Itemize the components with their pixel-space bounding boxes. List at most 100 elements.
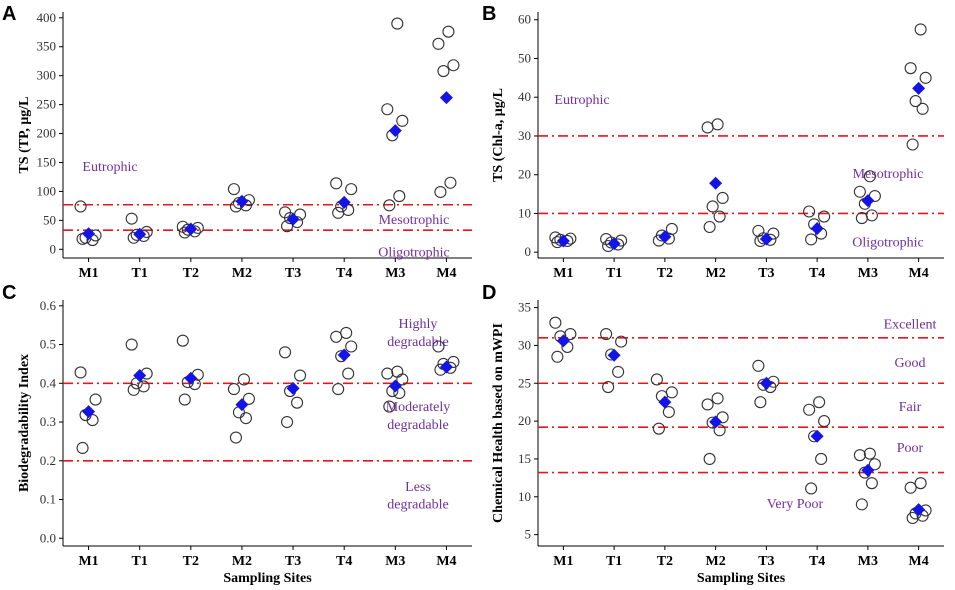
- y-tick-label: 50: [43, 212, 56, 227]
- data-point: [615, 335, 628, 348]
- x-tick-label: M3: [858, 266, 878, 281]
- data-point: [294, 369, 307, 382]
- panel-letter: A: [2, 3, 16, 25]
- y-tick-label: 15: [518, 451, 531, 466]
- data-point: [904, 62, 917, 75]
- data-point: [381, 367, 394, 380]
- mean-marker: [607, 237, 621, 251]
- mean-marker: [337, 348, 351, 362]
- y-tick-label: 0.5: [40, 337, 56, 352]
- x-tick-label: T4: [336, 554, 352, 569]
- y-tick-label: 35: [518, 300, 531, 315]
- x-tick-label: M4: [436, 266, 456, 281]
- x-tick-label: M2: [706, 266, 726, 281]
- data-point: [752, 224, 765, 237]
- mean-marker: [439, 91, 453, 105]
- zone-label: Mesotrophic: [379, 213, 450, 228]
- data-point: [279, 206, 292, 219]
- zone-label: Moderately: [386, 400, 451, 415]
- data-point: [853, 185, 866, 198]
- zone-label: Less: [405, 480, 431, 495]
- y-tick-label: 0.1: [40, 492, 56, 507]
- y-tick-label: 50: [518, 50, 531, 65]
- mean-marker: [607, 348, 621, 362]
- data-point: [865, 209, 878, 222]
- data-point: [227, 183, 240, 196]
- y-tick-label: 350: [37, 39, 57, 54]
- y-axis-title: Chemical Health based on mWPI: [491, 323, 506, 523]
- data-point: [330, 177, 343, 190]
- data-point: [340, 326, 353, 339]
- y-tick-label: 25: [518, 375, 531, 390]
- data-point: [447, 59, 460, 72]
- x-tick-label: T2: [657, 266, 673, 281]
- data-point: [868, 458, 881, 471]
- data-point: [281, 220, 294, 233]
- data-point: [853, 449, 866, 462]
- mean-marker: [388, 379, 402, 393]
- data-point: [716, 191, 729, 205]
- data-point: [713, 424, 726, 437]
- data-point: [805, 482, 818, 495]
- x-tick-label: M1: [553, 266, 573, 281]
- y-tick-label: 5: [525, 527, 532, 542]
- x-tick-label: T3: [285, 554, 301, 569]
- x-tick-label: M2: [232, 266, 252, 281]
- data-point: [239, 412, 252, 425]
- data-point: [437, 64, 450, 78]
- data-point: [813, 396, 826, 409]
- data-point: [767, 227, 780, 240]
- data-point: [906, 138, 919, 151]
- data-point: [393, 190, 406, 203]
- mean-marker: [861, 194, 875, 208]
- mean-marker: [556, 334, 570, 348]
- x-tick-label: M3: [385, 554, 405, 569]
- data-point: [665, 222, 678, 235]
- data-point: [652, 422, 665, 435]
- y-tick-label: 100: [37, 183, 57, 198]
- y-tick-label: 250: [37, 97, 57, 112]
- panel-d: D 5 10 15 20 25 30 35 M1 T1 T2 M2 T3 T4 M3 M4 Chemical H…: [482, 282, 944, 586]
- y-tick-label: 0.3: [40, 414, 56, 429]
- data-point: [713, 210, 726, 223]
- data-point: [383, 400, 396, 413]
- y-tick-label: 20: [518, 167, 531, 182]
- mean-marker: [286, 381, 300, 395]
- data-point: [600, 328, 613, 341]
- data-point: [904, 481, 917, 494]
- y-tick-label: 10: [518, 205, 531, 220]
- data-point: [803, 403, 816, 416]
- x-tick-label: M2: [232, 554, 252, 569]
- mean-marker: [235, 194, 249, 208]
- x-tick-label: T2: [657, 554, 673, 569]
- panel-a: A 0 50 100 150 200 250 300 350 400 M1 T1 T2 M2 T3 T4 M3 M…: [2, 3, 472, 281]
- data-point: [137, 380, 150, 393]
- mean-marker: [184, 371, 198, 385]
- y-tick-label: 0.2: [40, 453, 56, 468]
- y-tick-label: 0.4: [40, 375, 57, 390]
- data-point: [916, 102, 929, 115]
- zone-label: degradable: [387, 497, 448, 512]
- data-point: [818, 415, 831, 428]
- x-tick-label: T1: [132, 554, 148, 569]
- panel-letter: B: [482, 3, 496, 25]
- data-point: [818, 210, 831, 223]
- y-tick-label: 400: [37, 10, 57, 25]
- data-point: [178, 393, 191, 406]
- data-point: [342, 367, 355, 380]
- mean-marker: [709, 415, 723, 429]
- data-point: [701, 398, 714, 411]
- data-point: [863, 170, 876, 183]
- mean-marker: [556, 234, 570, 248]
- zone-label: Oligotrophic: [852, 235, 924, 250]
- mean-marker: [658, 230, 672, 244]
- x-axis-title: Sampling Sites: [697, 571, 786, 586]
- y-tick-label: 0: [50, 241, 57, 256]
- data-point: [125, 212, 138, 225]
- data-point: [74, 366, 87, 379]
- y-tick-label: 10: [518, 489, 531, 504]
- data-point: [227, 383, 240, 396]
- mean-marker: [439, 360, 453, 374]
- y-tick-label: 0.6: [40, 298, 57, 313]
- data-point: [919, 71, 932, 84]
